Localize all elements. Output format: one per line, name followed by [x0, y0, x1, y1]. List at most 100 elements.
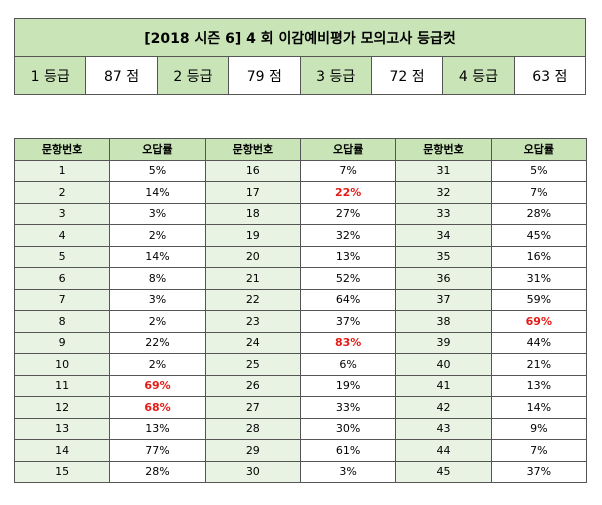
wrong-answer-rate: 14%: [109, 181, 206, 204]
question-number: 12: [13, 396, 111, 419]
question-number: 32: [395, 181, 492, 204]
grade-4-score: 63 점: [513, 56, 587, 95]
wrong-answer-rate: 22%: [299, 181, 397, 204]
wrong-answer-rate: 7%: [299, 159, 397, 182]
wrong-answer-rate: 45%: [490, 224, 588, 247]
question-number: 17: [204, 181, 301, 204]
grade-2-score: 79 점: [228, 56, 301, 95]
wrong-answer-rate: 9%: [490, 417, 588, 440]
wrong-answer-rate: 37%: [299, 310, 397, 333]
table-body: 1 5% 16 7% 31 5% 2 14% 17 22% 32 7% 3 3% 18 27% 33 28% 4 2%…: [13, 159, 588, 483]
wrong-answer-rate: 3%: [109, 288, 206, 311]
wrong-answer-rate: 6%: [299, 353, 397, 376]
question-number: 19: [204, 224, 301, 247]
grade-2-label: 2 등급: [156, 56, 230, 95]
grade-3-score: 72 점: [370, 56, 444, 95]
wrong-answer-rate: 33%: [299, 396, 397, 419]
wrong-answer-rate: 77%: [109, 439, 206, 462]
question-number: 29: [204, 439, 301, 462]
wrong-answer-rate: 32%: [299, 224, 397, 247]
table-header-row: 문항번호 오답률 문항번호 오답률 문항번호 오답률: [13, 138, 588, 161]
wrong-answer-rate: 5%: [490, 159, 588, 182]
question-number: 45: [395, 460, 492, 483]
table-row: 2 14% 17 22% 32 7%: [13, 181, 588, 204]
wrong-answer-rate: 44%: [490, 331, 588, 354]
wrong-answer-rate: 7%: [490, 181, 588, 204]
question-number: 35: [395, 245, 492, 268]
question-number: 9: [13, 331, 111, 354]
wrong-answer-rate: 28%: [490, 202, 588, 225]
table-row: 8 2% 23 37% 38 69%: [13, 310, 588, 333]
grade-row: 1 등급 87 점 2 등급 79 점 3 등급 72 점 4 등급 63 점: [13, 56, 587, 95]
table-row: 9 22% 24 83% 39 44%: [13, 331, 588, 354]
column-header-rate: 오답률: [109, 138, 206, 161]
table-row: 3 3% 18 27% 33 28%: [13, 202, 588, 225]
wrong-answer-rate: 22%: [109, 331, 206, 354]
question-number: 25: [204, 353, 301, 376]
question-number: 28: [204, 417, 301, 440]
question-number: 36: [395, 267, 492, 290]
wrong-answer-rate: 61%: [299, 439, 397, 462]
question-number: 20: [204, 245, 301, 268]
table-row: 4 2% 19 32% 34 45%: [13, 224, 588, 247]
wrong-answer-rate: 28%: [109, 460, 206, 483]
question-number: 37: [395, 288, 492, 311]
table-row: 5 14% 20 13% 35 16%: [13, 245, 588, 268]
question-number: 22: [204, 288, 301, 311]
question-number: 15: [13, 460, 111, 483]
column-header-question: 문항번호: [13, 138, 111, 161]
question-number: 31: [395, 159, 492, 182]
wrong-answer-rate: 2%: [109, 310, 206, 333]
wrong-answer-rate: 13%: [299, 245, 397, 268]
question-number: 14: [13, 439, 111, 462]
wrong-answer-rate: 2%: [109, 353, 206, 376]
wrong-answer-rate: 31%: [490, 267, 588, 290]
wrong-answer-rate-table: 문항번호 오답률 문항번호 오답률 문항번호 오답률 1 5% 16 7% 31 5% 2 1…: [13, 138, 588, 483]
wrong-answer-rate: 7%: [490, 439, 588, 462]
grade-1-score: 87 점: [85, 56, 158, 95]
question-number: 10: [13, 353, 111, 376]
question-number: 11: [13, 374, 111, 397]
question-number: 6: [13, 267, 111, 290]
question-number: 41: [395, 374, 492, 397]
question-number: 7: [13, 288, 111, 311]
table-row: 11 69% 26 19% 41 13%: [13, 374, 588, 397]
question-number: 26: [204, 374, 301, 397]
page-title: [2018 시즌 6] 4 회 이감예비평가 모의고사 등급컷: [14, 18, 586, 57]
question-number: 2: [13, 181, 111, 204]
grade-1-label: 1 등급: [13, 56, 87, 95]
question-number: 13: [13, 417, 111, 440]
question-number: 23: [204, 310, 301, 333]
question-number: 30: [204, 460, 301, 483]
grade-3-label: 3 등급: [299, 56, 372, 95]
wrong-answer-rate: 52%: [299, 267, 397, 290]
question-number: 43: [395, 417, 492, 440]
wrong-answer-rate: 13%: [109, 417, 206, 440]
wrong-answer-rate: 5%: [109, 159, 206, 182]
wrong-answer-rate: 68%: [109, 396, 206, 419]
column-header-rate: 오답률: [299, 138, 397, 161]
table-row: 7 3% 22 64% 37 59%: [13, 288, 588, 311]
question-number: 24: [204, 331, 301, 354]
wrong-answer-rate: 14%: [490, 396, 588, 419]
wrong-answer-rate: 8%: [109, 267, 206, 290]
table-row: 12 68% 27 33% 42 14%: [13, 396, 588, 419]
wrong-answer-rate: 16%: [490, 245, 588, 268]
wrong-answer-rate: 27%: [299, 202, 397, 225]
wrong-answer-rate: 3%: [109, 202, 206, 225]
table-row: 10 2% 25 6% 40 21%: [13, 353, 588, 376]
question-number: 4: [13, 224, 111, 247]
question-number: 42: [395, 396, 492, 419]
wrong-answer-rate: 19%: [299, 374, 397, 397]
question-number: 1: [13, 159, 111, 182]
question-number: 5: [13, 245, 111, 268]
wrong-answer-rate: 30%: [299, 417, 397, 440]
question-number: 33: [395, 202, 492, 225]
question-number: 39: [395, 331, 492, 354]
question-number: 38: [395, 310, 492, 333]
grade-4-label: 4 등급: [442, 56, 515, 95]
question-number: 34: [395, 224, 492, 247]
wrong-answer-rate: 69%: [109, 374, 206, 397]
column-header-rate: 오답률: [490, 138, 588, 161]
wrong-answer-rate: 64%: [299, 288, 397, 311]
